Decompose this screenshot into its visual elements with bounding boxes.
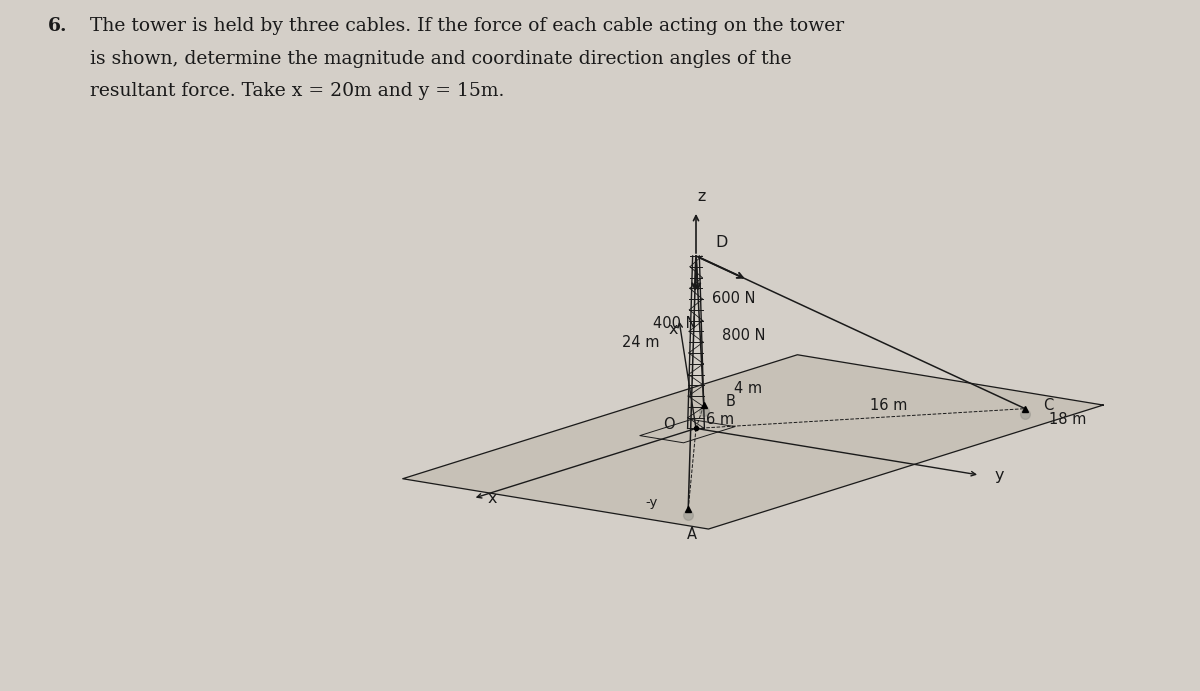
Text: 400 N: 400 N: [653, 316, 696, 332]
Text: 16 m: 16 m: [870, 398, 907, 413]
Text: The tower is held by three cables. If the force of each cable acting on the towe: The tower is held by three cables. If th…: [90, 17, 844, 35]
Text: 18 m: 18 m: [1049, 412, 1086, 427]
Text: x: x: [668, 322, 678, 337]
Text: is shown, determine the magnitude and coordinate direction angles of the: is shown, determine the magnitude and co…: [90, 50, 792, 68]
Text: O: O: [662, 417, 674, 433]
Text: 600 N: 600 N: [712, 291, 755, 306]
Text: x: x: [487, 491, 497, 506]
Text: z: z: [698, 189, 706, 204]
Text: A: A: [686, 527, 697, 542]
Text: C: C: [1043, 398, 1054, 413]
Text: D: D: [715, 236, 727, 250]
Text: 800 N: 800 N: [722, 328, 766, 343]
Text: B: B: [726, 394, 736, 409]
Text: 4 m: 4 m: [734, 381, 762, 396]
Text: y: y: [995, 468, 1004, 482]
Text: 6.: 6.: [48, 17, 67, 35]
Text: -y: -y: [646, 496, 658, 509]
Text: 24 m: 24 m: [623, 334, 660, 350]
Polygon shape: [403, 354, 1103, 529]
Text: 6 m: 6 m: [706, 412, 734, 426]
Text: resultant force. Take x = 20m and y = 15m.: resultant force. Take x = 20m and y = 15…: [90, 82, 504, 100]
